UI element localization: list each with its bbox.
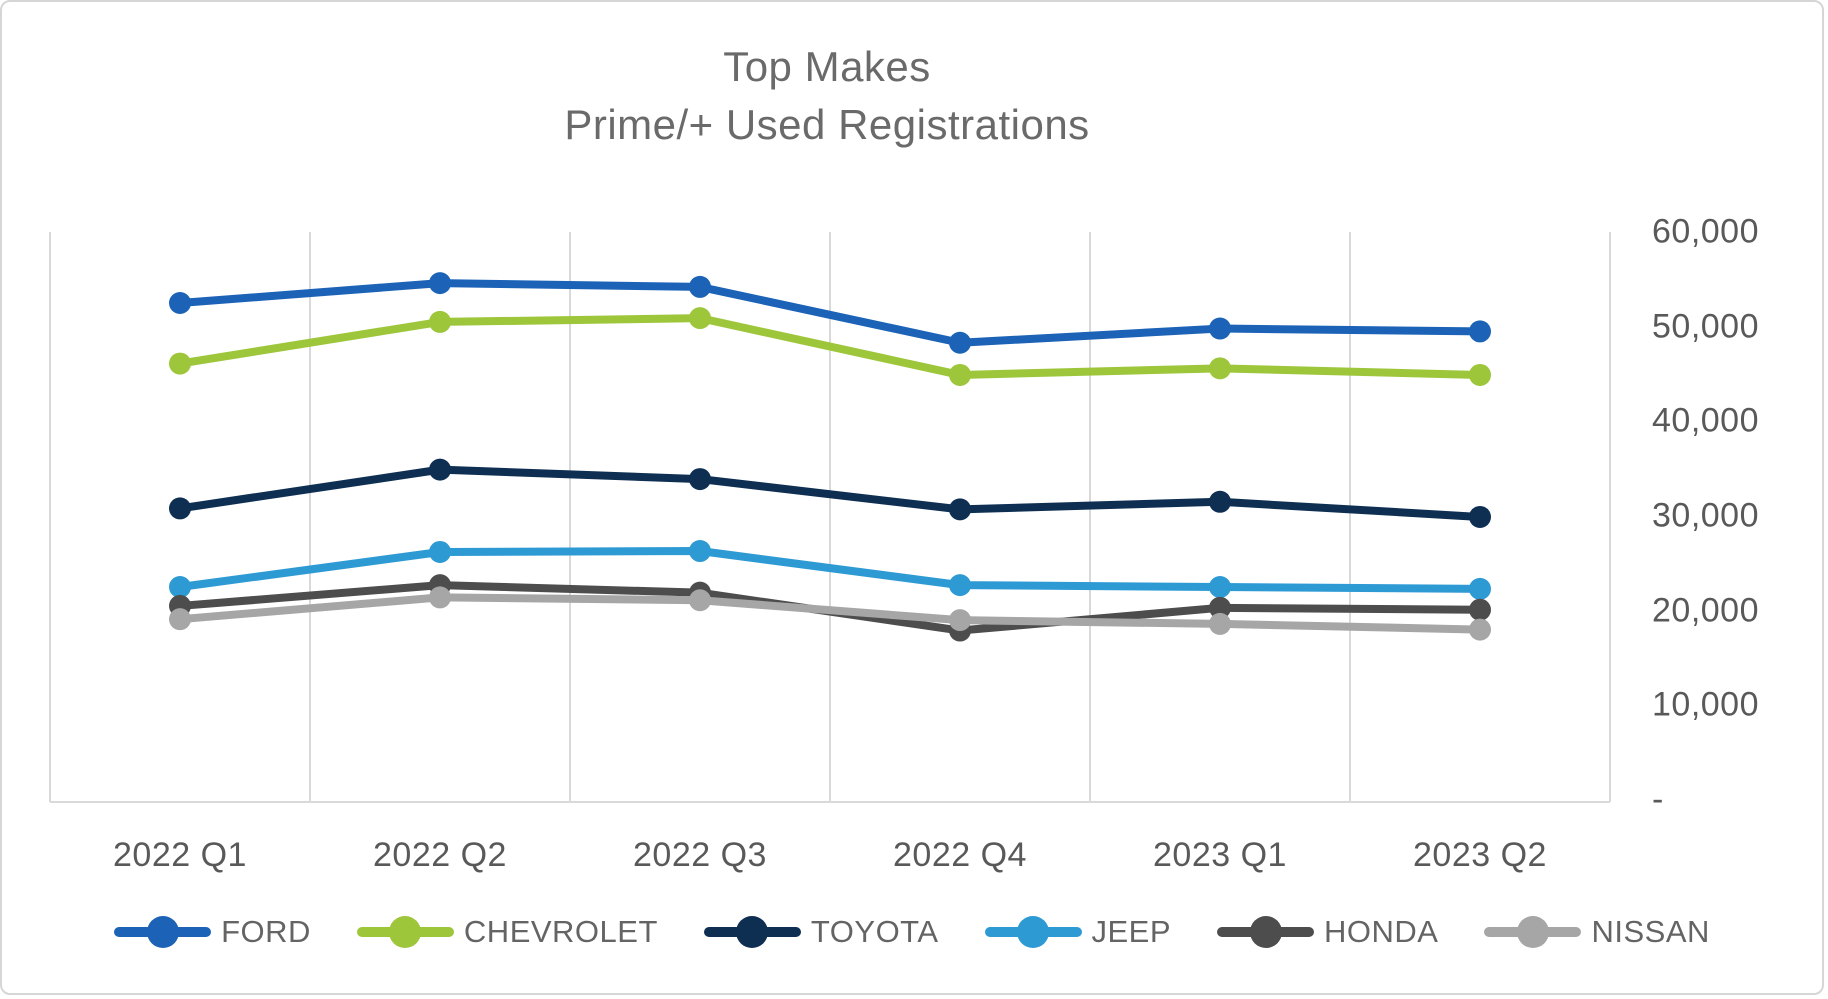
data-point-honda-4 (1209, 596, 1231, 619)
y-axis-tick-label: - (1652, 780, 1664, 819)
data-point-chevrolet-4 (1209, 357, 1231, 380)
legend-label-toyota: TOYOTA (810, 914, 939, 949)
data-point-ford-5 (1469, 320, 1491, 343)
y-axis-tick-label: 20,000 (1652, 591, 1759, 630)
data-point-nissan-0 (169, 608, 191, 631)
legend-item-ford: FORD (114, 914, 311, 950)
series-line-toyota (176, 465, 1484, 521)
data-point-ford-4 (1209, 317, 1231, 340)
data-point-toyota-0 (169, 497, 191, 520)
chart-legend: FORD CHEVROLET TOYOTA JEEP HONDA NISSAN (2, 914, 1822, 950)
data-point-toyota-5 (1469, 505, 1491, 528)
data-point-nissan-2 (689, 589, 711, 612)
legend-marker-dot-toyota (736, 916, 769, 948)
data-point-jeep-3 (949, 574, 971, 597)
y-axis-tick-label: 60,000 (1652, 212, 1759, 251)
legend-marker-dot-chevrolet (389, 916, 422, 948)
data-point-nissan-5 (1469, 618, 1491, 641)
x-axis-tick-label: 2023 Q1 (1153, 836, 1287, 874)
data-point-toyota-1 (429, 458, 451, 481)
legend-marker-dot-honda (1249, 916, 1282, 948)
x-axis-tick-label: 2022 Q1 (113, 836, 247, 874)
data-point-jeep-1 (429, 540, 451, 563)
series-line-nissan (176, 593, 1484, 634)
data-point-chevrolet-3 (949, 363, 971, 386)
chart-title: Top Makes (723, 43, 931, 90)
data-point-jeep-0 (169, 576, 191, 598)
legend-marker-dot-ford (146, 916, 179, 948)
data-point-ford-2 (689, 275, 711, 298)
legend-marker-ford (114, 916, 212, 948)
data-point-toyota-4 (1209, 490, 1231, 513)
data-point-ford-0 (169, 292, 191, 314)
legend-label-ford: FORD (221, 914, 311, 949)
legend-item-honda: HONDA (1217, 914, 1438, 950)
legend-label-chevrolet: CHEVROLET (463, 914, 658, 949)
legend-marker-jeep (984, 916, 1082, 948)
data-point-ford-3 (949, 331, 971, 354)
legend-item-jeep: JEEP (984, 914, 1172, 950)
data-point-chevrolet-0 (169, 352, 191, 375)
data-point-ford-1 (429, 272, 451, 295)
data-point-chevrolet-5 (1469, 363, 1491, 386)
data-point-nissan-3 (949, 609, 971, 632)
legend-marker-dot-jeep (1017, 916, 1049, 948)
series-line-ford (176, 279, 1484, 347)
data-point-jeep-2 (689, 540, 711, 563)
legend-item-nissan: NISSAN (1484, 914, 1709, 950)
legend-label-honda: HONDA (1324, 914, 1439, 949)
legend-label-jeep: JEEP (1091, 914, 1172, 949)
data-point-chevrolet-1 (429, 310, 451, 333)
legend-marker-chevrolet (356, 916, 454, 948)
data-point-honda-5 (1469, 598, 1491, 621)
legend-marker-toyota (703, 916, 801, 948)
legend-marker-nissan (1484, 916, 1582, 948)
x-axis-tick-label: 2023 Q2 (1413, 836, 1547, 874)
legend-label-nissan: NISSAN (1591, 914, 1710, 949)
data-point-toyota-3 (949, 498, 971, 521)
series-line-chevrolet (176, 314, 1484, 379)
data-point-toyota-2 (689, 468, 711, 491)
chart-subtitle: Prime/+ Used Registrations (564, 101, 1090, 148)
y-axis-tick-label: 10,000 (1652, 685, 1759, 724)
legend-marker-dot-nissan (1516, 916, 1549, 948)
x-axis-tick-label: 2022 Q2 (373, 836, 507, 874)
x-axis-tick-label: 2022 Q4 (893, 836, 1027, 874)
chart-title-block: Top Makes Prime/+ Used Registrations (2, 38, 1652, 154)
y-axis-tick-label: 40,000 (1652, 401, 1759, 440)
data-point-chevrolet-2 (689, 307, 711, 330)
data-point-nissan-4 (1209, 612, 1231, 635)
legend-marker-honda (1217, 916, 1315, 948)
legend-item-toyota: TOYOTA (703, 914, 939, 950)
legend-item-chevrolet: CHEVROLET (356, 914, 658, 950)
y-axis-tick-label: 30,000 (1652, 496, 1759, 535)
data-point-jeep-4 (1209, 576, 1231, 598)
data-point-nissan-1 (429, 586, 451, 609)
series-line-jeep (176, 547, 1484, 593)
x-axis-tick-label: 2022 Q3 (633, 836, 767, 874)
y-axis-tick-label: 50,000 (1652, 307, 1759, 346)
data-point-jeep-5 (1469, 577, 1491, 600)
